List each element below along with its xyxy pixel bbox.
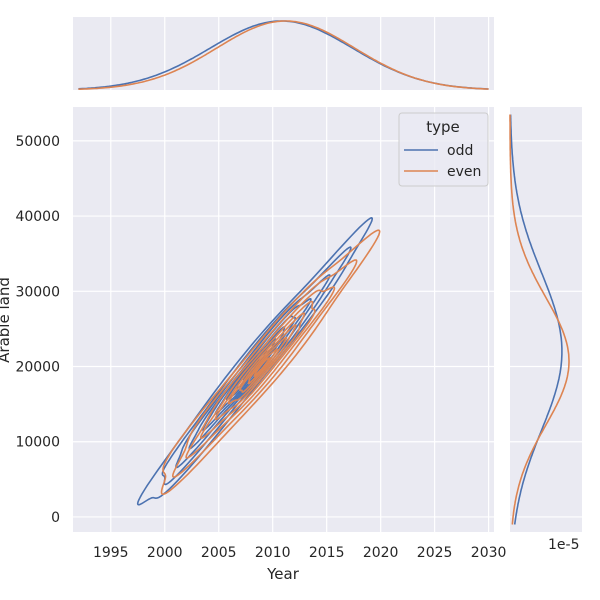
kde-contour-even xyxy=(239,336,288,393)
right-marginal-curve-even xyxy=(509,114,570,525)
marginal-offset-label: 1e-5 xyxy=(548,537,579,553)
kde-contour-even xyxy=(160,229,381,496)
top-marginal-curve-even xyxy=(78,20,489,90)
x-tick-label: 2030 xyxy=(471,545,507,561)
kde-contour-even xyxy=(253,356,271,377)
right-marginal-panel xyxy=(510,107,582,532)
joint-kde-contours xyxy=(136,217,381,506)
kde-contour-odd xyxy=(136,217,374,506)
y-axis-label: Arable land xyxy=(0,277,13,363)
x-tick-label: 1995 xyxy=(93,545,129,561)
legend-label-odd: odd xyxy=(447,143,473,159)
x-tick-label: 2025 xyxy=(417,545,453,561)
x-tick-label: 2015 xyxy=(309,545,345,561)
legend-title: type xyxy=(426,118,460,136)
top-marginal-panel xyxy=(73,17,494,90)
kde-contour-even xyxy=(185,286,336,459)
top-marginal-curves xyxy=(78,20,489,90)
y-tick-label: 10000 xyxy=(15,435,60,451)
y-tick-label: 0 xyxy=(51,510,60,526)
y-tick-label: 40000 xyxy=(15,209,60,225)
kde-contour-even xyxy=(247,348,278,385)
legend-label-even: even xyxy=(447,164,481,180)
kde-contour-even xyxy=(199,300,316,439)
y-tick-label: 20000 xyxy=(15,360,60,376)
y-tick-label: 50000 xyxy=(15,134,60,150)
x-tick-label: 2010 xyxy=(255,545,291,561)
x-tick-label: 2000 xyxy=(147,545,183,561)
kde-contour-even xyxy=(172,259,358,478)
legend-box xyxy=(398,112,489,187)
gridlines xyxy=(73,17,582,532)
kde-contour-even xyxy=(214,312,306,421)
x-tick-label: 2020 xyxy=(363,545,399,561)
x-tick-label: 2005 xyxy=(201,545,237,561)
tick-labels: 1995 2000 2005 2010 2015 2020 2025 2030 0 10000 20… xyxy=(15,134,506,561)
y-tick-label: 30000 xyxy=(15,284,60,300)
legend: type odd even xyxy=(398,112,489,187)
x-axis-label: Year xyxy=(266,565,300,583)
kde-contour-even xyxy=(227,324,297,405)
right-marginal-curves xyxy=(509,114,570,525)
